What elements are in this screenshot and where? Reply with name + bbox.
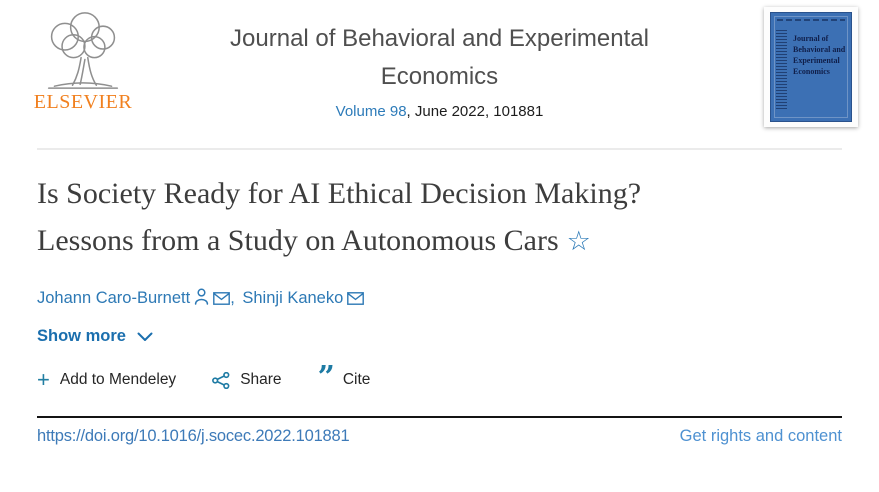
save-article-star-icon[interactable]: ☆	[566, 226, 591, 257]
volume-issue-line: Volume 98, June 2022, 101881	[0, 103, 879, 120]
issue-info: , June 2022, 101881	[406, 103, 544, 120]
envelope-icon[interactable]	[213, 292, 231, 305]
journal-header: Journal of Behavioral and Experimental E…	[0, 0, 879, 120]
author-list: Johann Caro-Burnett , Shinji Kaneko	[37, 288, 842, 308]
author-link-2[interactable]: Shinji Kaneko	[242, 289, 365, 307]
cover-title: Journal of Behavioral and Experimental E…	[793, 34, 846, 76]
volume-link[interactable]: Volume 98	[335, 103, 407, 120]
cite-label: Cite	[342, 371, 371, 388]
add-to-mendeley-button[interactable]: + Add to Mendeley	[37, 367, 177, 392]
header-divider	[37, 148, 842, 150]
article-title-line1: Is Society Ready for AI Ethical Decision…	[37, 177, 642, 210]
content-divider	[37, 416, 842, 418]
article-main: Is Society Ready for AI Ethical Decision…	[0, 170, 879, 446]
show-more-label: Show more	[37, 327, 126, 345]
author-link-1[interactable]: Johann Caro-Burnett	[37, 288, 231, 307]
cover-top-text	[777, 19, 845, 21]
add-to-mendeley-label: Add to Mendeley	[59, 371, 177, 388]
action-toolbar: + Add to Mendeley Share ” Cite	[37, 360, 842, 395]
double-quote-icon: ”	[317, 360, 335, 395]
article-header: ELSEVIER Journal of Behavioral and Exper…	[0, 0, 879, 148]
show-more-button[interactable]: Show more	[37, 327, 153, 346]
cite-button[interactable]: ” Cite	[317, 360, 371, 395]
elsevier-wordmark: ELSEVIER	[33, 91, 133, 113]
doi-rights-row: https://doi.org/10.1016/j.socec.2022.101…	[37, 418, 842, 446]
chevron-down-icon	[137, 332, 153, 341]
journal-title-link[interactable]: Journal of Behavioral and Experimental E…	[230, 20, 649, 96]
share-label: Share	[240, 371, 282, 388]
journal-cover-thumbnail[interactable]: Journal of Behavioral and Experimental E…	[764, 7, 858, 127]
plus-icon: +	[37, 367, 50, 392]
person-icon[interactable]	[194, 288, 209, 305]
share-button[interactable]: Share	[212, 371, 282, 389]
journal-cover-image: Journal of Behavioral and Experimental E…	[770, 12, 852, 122]
article-title-line2: Lessons from a Study on Autonomous Cars	[37, 224, 559, 257]
elsevier-tree-icon	[47, 12, 119, 89]
get-rights-link[interactable]: Get rights and content	[679, 427, 842, 445]
article-title: Is Society Ready for AI Ethical Decision…	[37, 170, 842, 265]
author-1-name: Johann Caro-Burnett	[37, 289, 191, 307]
envelope-icon[interactable]	[347, 292, 365, 305]
author-separator: ,	[230, 289, 235, 307]
journal-title-line1: Journal of Behavioral and Experimental	[230, 25, 649, 52]
journal-title-line2: Economics	[380, 63, 499, 90]
elsevier-logo[interactable]: ELSEVIER	[30, 10, 136, 114]
cover-frame	[774, 16, 848, 118]
cover-toc-text	[776, 29, 787, 111]
author-2-name: Shinji Kaneko	[242, 289, 344, 307]
doi-link[interactable]: https://doi.org/10.1016/j.socec.2022.101…	[37, 427, 350, 445]
share-nodes-icon	[212, 371, 230, 389]
